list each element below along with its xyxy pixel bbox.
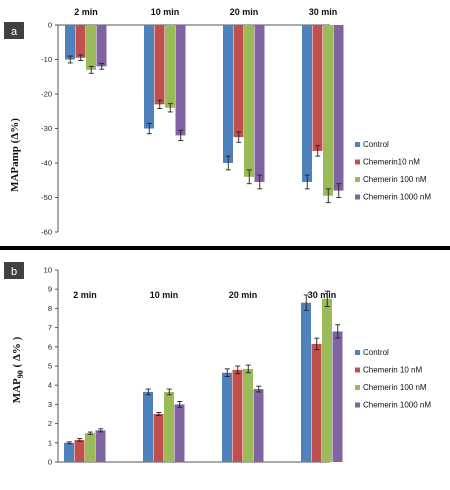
bar xyxy=(144,25,154,129)
bar xyxy=(254,25,265,182)
category-label: 30 min xyxy=(308,290,337,300)
y-tick-label: -60 xyxy=(41,228,52,237)
legend-label: Chemerin 100 nM xyxy=(363,175,427,184)
bar xyxy=(233,25,244,138)
bar xyxy=(223,25,233,163)
panel-a-label-box xyxy=(4,22,24,39)
bar xyxy=(243,368,253,462)
y-tick-label: -20 xyxy=(41,90,52,99)
panel-b-y-axis-label-sub: 90 xyxy=(16,370,25,378)
y-tick-label: -10 xyxy=(41,55,52,64)
category-label: 2 min xyxy=(74,7,98,17)
bar xyxy=(174,404,185,462)
legend-swatch xyxy=(355,142,360,147)
y-tick-label: 9 xyxy=(48,285,52,294)
panel-a-label: a xyxy=(11,26,18,38)
legend-swatch xyxy=(355,177,360,182)
panel-b-label-box xyxy=(4,262,24,279)
legend-swatch xyxy=(355,159,360,165)
bar xyxy=(74,439,85,462)
legend-label: Chemerin 10 nM xyxy=(363,366,422,375)
legend-swatch xyxy=(355,367,360,373)
panel-b-y-axis-label-unit: ( Δ% ) xyxy=(11,336,23,370)
y-tick-label: -40 xyxy=(41,159,52,168)
panel-a: a MAPamp (Δ%) 0 -10 -20 -30 -40 -50 -60 2 min 1… xyxy=(4,7,431,237)
category-label: 20 min xyxy=(230,7,259,17)
bar xyxy=(322,298,332,462)
category-label: 2 min xyxy=(73,290,97,300)
legend-label: Control xyxy=(363,348,389,357)
bar xyxy=(64,442,74,462)
category-label: 20 min xyxy=(229,290,258,300)
bar xyxy=(244,25,254,177)
bar xyxy=(301,302,311,462)
bar xyxy=(75,25,86,58)
y-tick-label: 8 xyxy=(48,304,52,313)
y-tick-label: -50 xyxy=(41,193,52,202)
y-tick-label: 5 xyxy=(48,362,52,371)
category-label: 10 min xyxy=(151,7,180,17)
bar xyxy=(153,414,164,462)
bar xyxy=(143,391,153,462)
panel-b: b MAP90 ( Δ% ) 0 1 2 3 4 5 6 7 8 9 10 2 min 10 min 2… xyxy=(4,262,431,467)
category-label: 10 min xyxy=(150,290,179,300)
bar xyxy=(96,25,107,67)
bar xyxy=(311,343,322,462)
bar xyxy=(65,25,75,60)
legend-label: Chemerin 1000 nM xyxy=(363,401,431,410)
bar xyxy=(86,25,96,70)
y-tick-label: 2 xyxy=(48,419,52,428)
panel-separator xyxy=(0,246,450,250)
bar xyxy=(232,369,243,462)
y-tick-label: 3 xyxy=(48,400,52,409)
bar xyxy=(222,372,232,462)
bar xyxy=(164,391,174,462)
y-tick-label: -30 xyxy=(41,124,52,133)
bar xyxy=(333,25,344,191)
y-tick-label: 6 xyxy=(48,342,52,351)
bar xyxy=(95,430,106,462)
panel-b-y-axis-label-main: MAP xyxy=(11,378,23,403)
y-tick-label: 10 xyxy=(44,266,52,275)
bar xyxy=(154,25,165,105)
legend-swatch xyxy=(355,385,360,390)
y-tick-label: 1 xyxy=(48,438,52,447)
legend-swatch xyxy=(355,350,360,355)
legend-label: Chemerin10 nM xyxy=(363,158,420,167)
y-tick-label: 7 xyxy=(48,323,52,332)
legend-swatch xyxy=(355,402,360,408)
legend-swatch xyxy=(355,194,360,200)
bar xyxy=(312,25,323,151)
bar xyxy=(175,25,186,136)
panel-b-label: b xyxy=(11,266,17,278)
y-tick-label: 4 xyxy=(48,381,52,390)
legend-label: Chemerin 100 nM xyxy=(363,383,427,392)
category-label: 30 min xyxy=(309,7,338,17)
y-tick-label: 0 xyxy=(48,458,52,467)
legend-label: Chemerin 1000 nM xyxy=(363,193,431,202)
bar xyxy=(323,25,333,196)
bar xyxy=(253,389,264,462)
bar xyxy=(302,25,312,182)
bar xyxy=(332,331,343,462)
y-tick-label: 0 xyxy=(48,21,52,30)
bar xyxy=(165,25,175,108)
legend-label: Control xyxy=(363,140,389,149)
panel-b-y-axis-label: MAP90 ( Δ% ) xyxy=(11,336,25,403)
bar xyxy=(85,433,95,462)
panel-a-y-axis-label: MAPamp (Δ%) xyxy=(9,118,21,192)
